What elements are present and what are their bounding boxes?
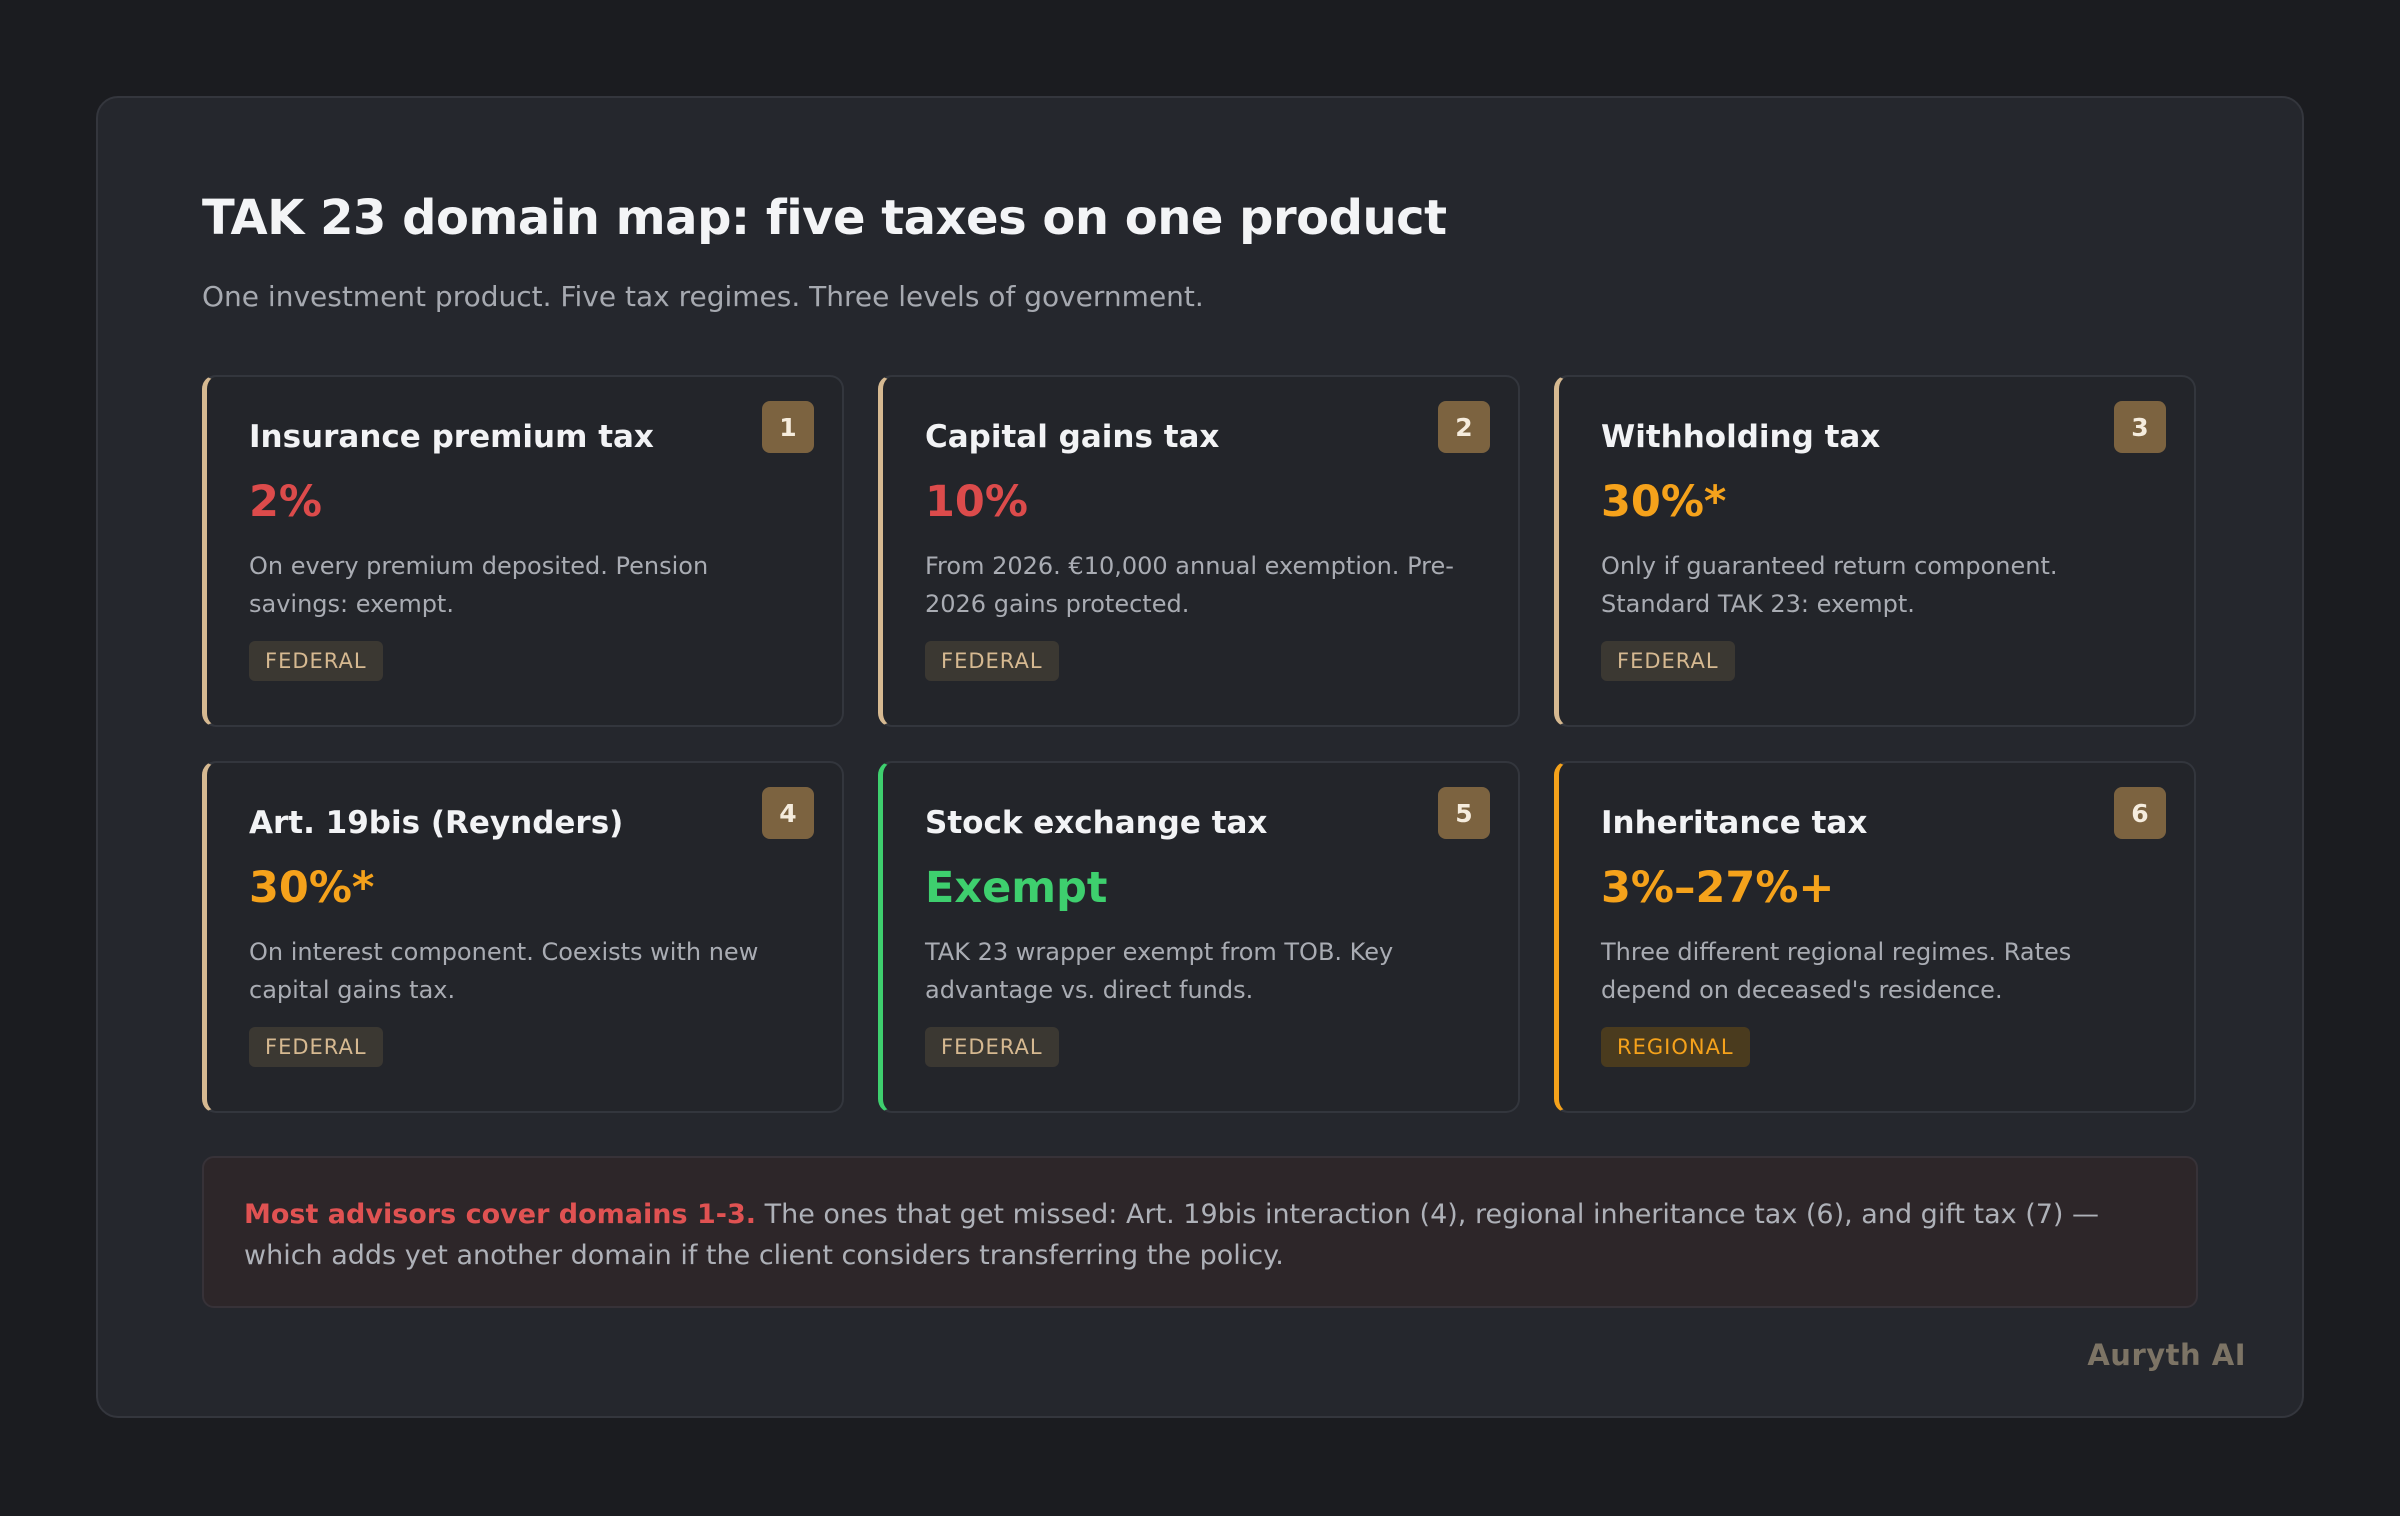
level-badge: FEDERAL [1601, 641, 1735, 681]
card-number-badge: 4 [762, 787, 814, 839]
card-description: Three different regional regimes. Rates … [1601, 938, 2072, 1004]
level-badge: REGIONAL [1601, 1027, 1750, 1067]
card-number-badge: 2 [1438, 401, 1490, 453]
card-rate: 10% [925, 477, 1028, 527]
card-description: On every premium deposited. Pension savi… [249, 552, 709, 618]
brand-logo-text: Auryth AI [2087, 1338, 2246, 1372]
level-badge: FEDERAL [249, 1027, 383, 1067]
tax-card-inheritance: Inheritance tax 6 3%–27%+ Three differen… [1554, 761, 2196, 1113]
card-title: Art. 19bis (Reynders) [249, 805, 624, 841]
card-description: TAK 23 wrapper exempt from TOB. Key adva… [925, 938, 1394, 1004]
note-text: The ones that get missed: Art. 19bis int… [244, 1199, 2100, 1271]
page-title: TAK 23 domain map: five taxes on one pro… [202, 190, 1447, 246]
card-number-badge: 6 [2114, 787, 2166, 839]
card-description: Only if guaranteed return component. Sta… [1601, 552, 2058, 618]
card-description: On interest component. Coexists with new… [249, 938, 759, 1004]
tax-card-capital-gains: Capital gains tax 2 10% From 2026. €10,0… [878, 375, 1520, 727]
page-subtitle: One investment product. Five tax regimes… [202, 280, 1204, 313]
advisor-note: Most advisors cover domains 1-3. The one… [202, 1156, 2198, 1308]
card-rate: 30%* [1601, 477, 1727, 527]
tax-card-stock-exchange: Stock exchange tax 5 Exempt TAK 23 wrapp… [878, 761, 1520, 1113]
card-rate: 2% [249, 477, 323, 527]
level-badge: FEDERAL [925, 641, 1059, 681]
card-number-badge: 1 [762, 401, 814, 453]
card-description: From 2026. €10,000 annual exemption. Pre… [925, 552, 1454, 618]
tax-card-withholding: Withholding tax 3 30%* Only if guarantee… [1554, 375, 2196, 727]
card-title: Insurance premium tax [249, 419, 654, 455]
card-title: Capital gains tax [925, 419, 1220, 455]
card-title: Inheritance tax [1601, 805, 1868, 841]
card-title: Withholding tax [1601, 419, 1881, 455]
card-rate: 30%* [249, 863, 375, 913]
domain-map-panel: TAK 23 domain map: five taxes on one pro… [96, 96, 2304, 1418]
card-title: Stock exchange tax [925, 805, 1268, 841]
card-rate: Exempt [925, 863, 1108, 913]
card-number-badge: 5 [1438, 787, 1490, 839]
card-rate: 3%–27%+ [1601, 863, 1835, 913]
card-number-badge: 3 [2114, 401, 2166, 453]
tax-card-insurance-premium: Insurance premium tax 1 2% On every prem… [202, 375, 844, 727]
level-badge: FEDERAL [249, 641, 383, 681]
level-badge: FEDERAL [925, 1027, 1059, 1067]
tax-card-art-19bis: Art. 19bis (Reynders) 4 30%* On interest… [202, 761, 844, 1113]
note-highlight: Most advisors cover domains 1-3. [244, 1199, 756, 1230]
